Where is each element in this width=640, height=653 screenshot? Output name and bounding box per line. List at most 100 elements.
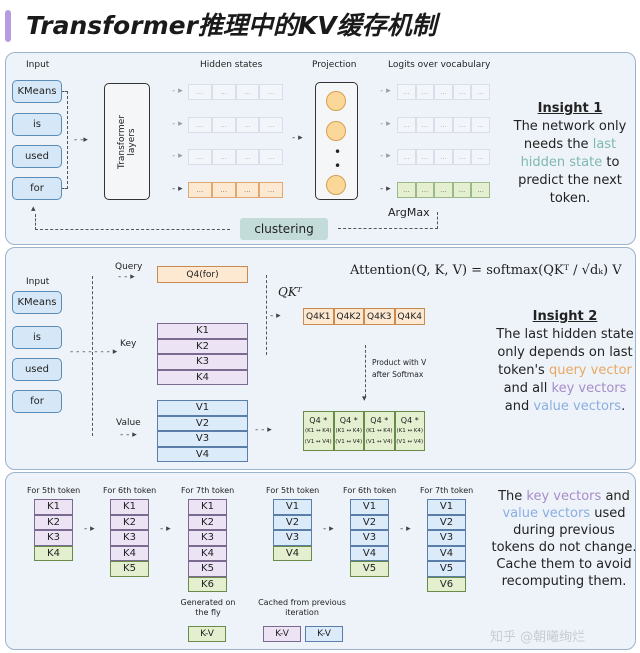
output-cell: Q4 * (K1 ↔ K4) (V1 ↔ V4) bbox=[333, 411, 364, 451]
legend-cached-value-swatch: K-V bbox=[305, 626, 343, 642]
logit-cell: ... bbox=[397, 182, 416, 198]
hidden-cell: ... bbox=[211, 182, 236, 198]
column-label: For 5th token bbox=[27, 486, 81, 495]
value-cell: V5 bbox=[427, 561, 466, 577]
output-k: (K1 ↔ K4) bbox=[396, 427, 424, 434]
value-cell: V2 bbox=[427, 514, 466, 530]
cache-column: V1 V2 V3 V4 V5 bbox=[350, 499, 389, 577]
output-k: (K1 ↔ K4) bbox=[365, 427, 393, 434]
input-token: for bbox=[12, 177, 62, 200]
output-q: Q4 * bbox=[309, 415, 328, 425]
hidden-state-row: ............ bbox=[188, 149, 283, 165]
input-label: Input bbox=[26, 60, 50, 70]
neuron-circle bbox=[326, 175, 346, 195]
insight-text: and all bbox=[503, 381, 548, 396]
score-cell: Q4K3 bbox=[364, 308, 395, 325]
output-v: (V1 ↔ V4) bbox=[396, 438, 424, 445]
output-cell: Q4 * (K1 ↔ K4) (V1 ↔ V4) bbox=[303, 411, 334, 451]
argmax-label: ArgMax bbox=[388, 206, 430, 219]
output-v: (V1 ↔ V4) bbox=[335, 438, 363, 445]
input-token: used bbox=[12, 358, 62, 381]
value-cell: V3 bbox=[273, 530, 312, 546]
insight-value: value vectors bbox=[533, 399, 622, 414]
value-cell: V3 bbox=[350, 530, 389, 546]
arrow-icon: - ▸ bbox=[323, 524, 334, 534]
output-cell: Q4 * (K1 ↔ K4) (V1 ↔ V4) bbox=[364, 411, 395, 451]
insight-1: Insight 1 The network only needs the las… bbox=[505, 100, 635, 208]
arrow-icon: - ▸ bbox=[172, 86, 183, 96]
key-cell: K4 bbox=[34, 545, 73, 561]
arrow-icon: - ▸ bbox=[380, 119, 391, 129]
output-q: Q4 * bbox=[370, 415, 389, 425]
cache-column: V1 V2 V3 V4 bbox=[273, 499, 312, 561]
page-title: Transformer推理中的KV缓存机制 bbox=[26, 11, 437, 40]
attention-formula: Attention(Q, K, V) = softmax(QKᵀ / √dₖ) … bbox=[350, 263, 622, 278]
key-vector: K3 bbox=[157, 354, 248, 370]
projection-box: ••• bbox=[315, 82, 358, 200]
key-cell: K5 bbox=[110, 561, 149, 577]
score-cell: Q4K4 bbox=[394, 308, 425, 325]
logit-cell: ... bbox=[434, 84, 453, 100]
arrow-icon: - -▸ bbox=[74, 135, 88, 145]
neuron-circle bbox=[326, 121, 346, 141]
score-cell: Q4K2 bbox=[333, 308, 364, 325]
clustering-box: clustering bbox=[240, 218, 328, 240]
logit-cell: ... bbox=[471, 149, 490, 165]
hidden-cell: ... bbox=[235, 117, 260, 133]
arrow-icon: - ▸ bbox=[172, 184, 183, 194]
key-cell: K3 bbox=[188, 530, 227, 546]
key-cell: K1 bbox=[110, 499, 149, 515]
input-token: KMeans bbox=[12, 291, 62, 314]
value-vector: V2 bbox=[157, 415, 248, 431]
text-value: value vectors bbox=[502, 506, 591, 521]
logit-cell: ... bbox=[471, 182, 490, 198]
logit-cell: ... bbox=[415, 84, 435, 100]
output-k: (K1 ↔ K4) bbox=[304, 427, 332, 434]
insight-query: query vector bbox=[548, 363, 632, 378]
text: The bbox=[498, 489, 523, 504]
logit-cell: ... bbox=[397, 84, 416, 100]
text-key: key vectors bbox=[526, 489, 602, 504]
arrow-icon: - - ▸ bbox=[255, 425, 272, 435]
value-cell: V5 bbox=[350, 561, 389, 577]
hidden-cell: ... bbox=[188, 84, 212, 100]
key-cell: K3 bbox=[110, 530, 149, 546]
insight-text: to predict the next token. bbox=[518, 155, 622, 206]
input-token: used bbox=[12, 145, 62, 168]
column-label: For 5th token bbox=[266, 486, 320, 495]
insight-highlight: last hidden state bbox=[520, 137, 617, 170]
score-cell: Q4K1 bbox=[303, 308, 334, 325]
neuron-circle bbox=[326, 91, 346, 111]
key-vector: K4 bbox=[157, 369, 248, 385]
value-cell: V6 bbox=[427, 576, 466, 592]
query-label: Query bbox=[115, 262, 143, 272]
cache-column: K1 K2 K3 K4 K5 K6 bbox=[188, 499, 227, 592]
key-cell: K2 bbox=[110, 514, 149, 530]
logit-cell: ... bbox=[452, 149, 472, 165]
product-label: Product with V after Softmax bbox=[372, 358, 427, 379]
text: used during previous tokens do not chang… bbox=[491, 506, 637, 589]
connector-line bbox=[255, 275, 267, 355]
key-vector: K2 bbox=[157, 338, 248, 354]
insight-text: The network only needs the bbox=[513, 119, 627, 152]
key-cell: K4 bbox=[110, 545, 149, 561]
hidden-cell: ... bbox=[188, 117, 212, 133]
hidden-cell: ... bbox=[235, 182, 260, 198]
connector-line bbox=[35, 214, 230, 230]
value-vector: V1 bbox=[157, 400, 248, 416]
cache-column: K1 K2 K3 K4 K5 bbox=[110, 499, 149, 577]
arrow-icon: - ▸ bbox=[400, 524, 411, 534]
value-cell: V1 bbox=[350, 499, 389, 515]
value-cell: V4 bbox=[350, 545, 389, 561]
value-vector: V4 bbox=[157, 446, 248, 462]
logit-cell: ... bbox=[434, 182, 453, 198]
qkt-label: QKᵀ bbox=[278, 285, 302, 299]
logits-label: Logits over vocabulary bbox=[388, 60, 491, 70]
value-cell: V1 bbox=[273, 499, 312, 515]
arrow-icon: - ▸ bbox=[380, 184, 391, 194]
hidden-states-label: Hidden states bbox=[200, 60, 263, 70]
hidden-cell: ... bbox=[211, 149, 236, 165]
insight-2: Insight 2 The last hidden state only dep… bbox=[495, 308, 635, 416]
legend-new-swatch: K-V bbox=[188, 626, 226, 642]
key-cell: K1 bbox=[188, 499, 227, 515]
